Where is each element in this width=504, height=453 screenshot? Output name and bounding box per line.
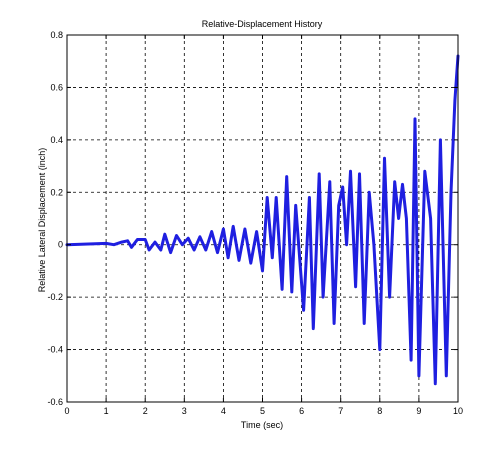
chart-title: Relative-Displacement History <box>202 19 323 29</box>
x-tick-label: 10 <box>453 406 463 416</box>
x-tick-label: 7 <box>338 406 343 416</box>
series-line <box>65 54 460 386</box>
x-tick-label: 2 <box>143 406 148 416</box>
x-tick-label: 6 <box>299 406 304 416</box>
x-tick-label: 8 <box>377 406 382 416</box>
x-tick-label: 0 <box>64 406 69 416</box>
y-tick-label: 0 <box>58 240 63 250</box>
x-tick-label: 9 <box>416 406 421 416</box>
x-tick-label: 4 <box>221 406 226 416</box>
y-tick-label: 0.2 <box>50 187 63 197</box>
x-tick-label: 5 <box>260 406 265 416</box>
x-tick-label: 3 <box>182 406 187 416</box>
axis-ticks: 0 1 2 3 4 5 6 7 8 9 10 -0.6 -0.4 -0.2 0 0.2 0.4 0.6 0.8 <box>47 30 463 416</box>
y-tick-label: -0.6 <box>47 397 63 407</box>
y-tick-label: 0.6 <box>50 82 63 92</box>
x-tick-label: 1 <box>104 406 109 416</box>
y-tick-label: -0.4 <box>47 345 63 355</box>
x-axis-label: Time (sec) <box>241 420 283 430</box>
y-axis-label: Relative Lateral Displacement (inch) <box>37 148 47 293</box>
y-tick-label: 0.8 <box>50 30 63 40</box>
y-tick-label: -0.2 <box>47 292 63 302</box>
y-tick-label: 0.4 <box>50 135 63 145</box>
